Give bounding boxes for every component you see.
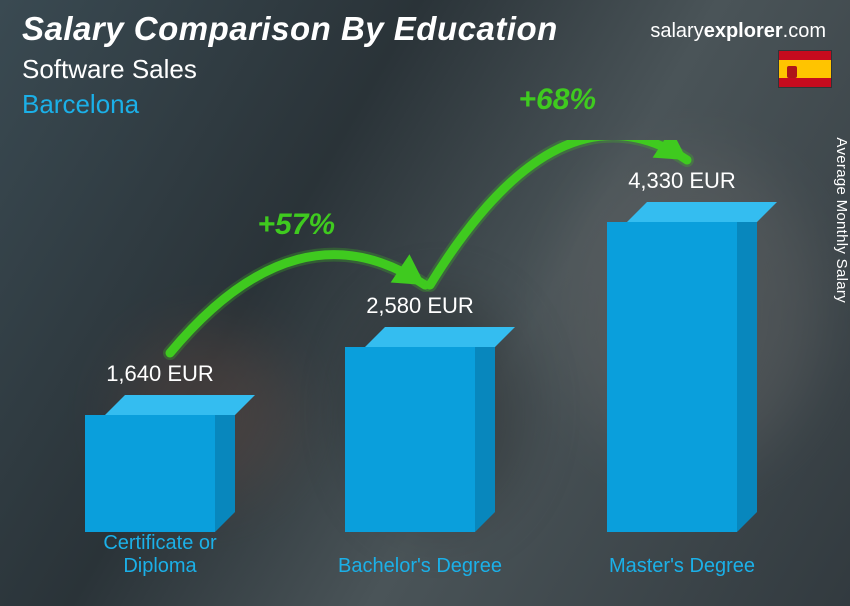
bar-value: 4,330 EUR [592, 168, 772, 194]
watermark-prefix: salary [650, 20, 703, 42]
subtitle: Software Sales [22, 54, 558, 85]
bar-group: 2,580 EUR [340, 347, 500, 532]
watermark: salaryexplorer.com [650, 20, 826, 43]
arrowhead-icon [653, 140, 687, 160]
bar-label: Certificate or Diploma [70, 532, 250, 578]
infographic-canvas: Salary Comparison By Education Software … [0, 0, 850, 606]
increase-label: +57% [258, 208, 336, 242]
increase-label: +68% [519, 83, 597, 117]
bar-front [345, 347, 475, 532]
location: Barcelona [22, 89, 558, 120]
flag-spain [778, 50, 832, 88]
bar-group: 4,330 EUR [602, 222, 762, 532]
bar-front [85, 415, 215, 532]
bar-front [607, 222, 737, 532]
bar-side [215, 395, 235, 532]
bar-side [475, 327, 495, 532]
heading-block: Salary Comparison By Education Software … [22, 10, 558, 120]
bar-top [627, 202, 777, 222]
bar-side [737, 202, 757, 532]
bar-group: 1,640 EUR [80, 415, 240, 532]
bar-value: 2,580 EUR [330, 293, 510, 319]
bar-top [105, 395, 255, 415]
page-title: Salary Comparison By Education [22, 10, 558, 48]
bar-label: Master's Degree [592, 555, 772, 578]
watermark-bold: explorer [704, 20, 783, 42]
y-axis-label: Average Monthly Salary [834, 137, 850, 303]
arrowhead-icon [391, 254, 425, 285]
bar-chart: 1,640 EURCertificate or Diploma2,580 EUR… [40, 140, 790, 582]
bar-label: Bachelor's Degree [330, 555, 510, 578]
bar-top [365, 327, 515, 347]
watermark-suffix: .com [783, 20, 826, 42]
bar-value: 1,640 EUR [70, 361, 250, 387]
